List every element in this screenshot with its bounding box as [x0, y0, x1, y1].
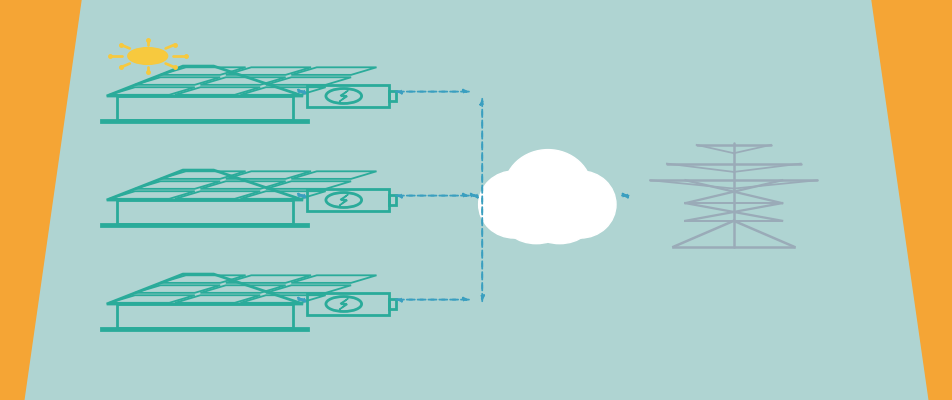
Bar	[101, 328, 308, 330]
Polygon shape	[339, 90, 347, 102]
Bar	[307, 85, 388, 107]
Polygon shape	[339, 298, 347, 310]
Bar	[117, 200, 292, 224]
Ellipse shape	[524, 188, 595, 244]
Bar	[307, 293, 388, 315]
Ellipse shape	[500, 188, 571, 244]
Bar	[388, 92, 396, 100]
Circle shape	[128, 48, 168, 64]
Bar	[388, 300, 396, 308]
Ellipse shape	[545, 171, 615, 238]
Bar	[307, 189, 388, 211]
Ellipse shape	[504, 150, 591, 230]
Bar	[117, 304, 292, 328]
Ellipse shape	[478, 171, 549, 238]
Polygon shape	[0, 0, 81, 400]
Bar	[388, 196, 396, 204]
Bar	[101, 120, 308, 122]
Polygon shape	[339, 194, 347, 206]
Polygon shape	[871, 0, 952, 400]
Bar	[117, 96, 292, 120]
Bar	[101, 224, 308, 226]
